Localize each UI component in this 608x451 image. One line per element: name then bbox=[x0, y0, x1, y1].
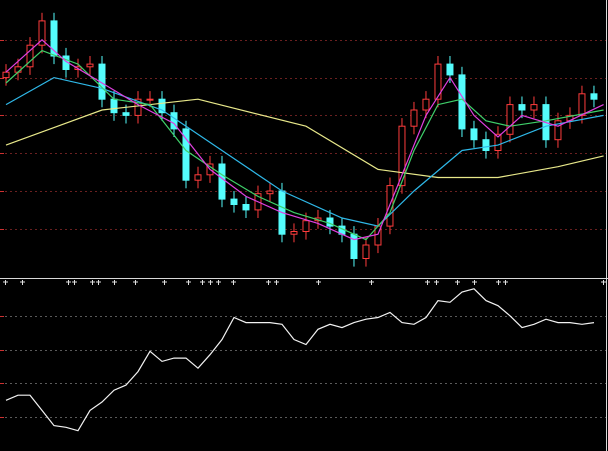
panel bbox=[0, 12, 606, 267]
candle-body bbox=[422, 98, 430, 111]
candle-body bbox=[266, 190, 274, 195]
candle-body bbox=[14, 66, 22, 73]
panel bbox=[0, 288, 606, 432]
candle-body bbox=[302, 220, 310, 232]
moving-average-line bbox=[5, 38, 604, 241]
candle-body bbox=[146, 98, 154, 101]
candle-body bbox=[506, 104, 514, 135]
candle-body bbox=[86, 63, 94, 68]
candle-body bbox=[494, 133, 502, 152]
candle-body bbox=[518, 104, 526, 111]
candle-body bbox=[26, 44, 34, 68]
candle-body bbox=[410, 109, 418, 127]
candle-body bbox=[242, 204, 250, 211]
indicator-line bbox=[5, 288, 595, 432]
candle-body bbox=[134, 98, 142, 116]
candle-body bbox=[446, 63, 454, 76]
candle-body bbox=[362, 244, 370, 259]
candle-body bbox=[554, 120, 562, 141]
candle-body bbox=[482, 139, 490, 151]
candle-body bbox=[182, 128, 190, 181]
candle-body bbox=[50, 20, 58, 57]
moving-average-line bbox=[5, 76, 604, 227]
candle-body bbox=[110, 98, 118, 114]
candle-body bbox=[230, 198, 238, 206]
candle-body bbox=[530, 104, 538, 111]
candle-body bbox=[350, 233, 358, 259]
moving-average-line bbox=[5, 98, 604, 179]
moving-average-line bbox=[5, 49, 604, 241]
candle-body bbox=[2, 71, 10, 79]
candle-body bbox=[578, 93, 586, 116]
candle-body bbox=[590, 93, 598, 100]
candle-body bbox=[218, 163, 226, 200]
candle-body bbox=[398, 125, 406, 187]
candle-body bbox=[158, 98, 166, 114]
signal-marker bbox=[3, 280, 606, 285]
candle-body bbox=[290, 231, 298, 235]
candle-body bbox=[458, 74, 466, 130]
candle-body bbox=[194, 174, 202, 181]
candle-body bbox=[434, 63, 442, 100]
candle-body bbox=[470, 128, 478, 141]
candle-body bbox=[122, 112, 130, 116]
candle-body bbox=[38, 20, 46, 46]
signal-markers bbox=[3, 280, 606, 285]
